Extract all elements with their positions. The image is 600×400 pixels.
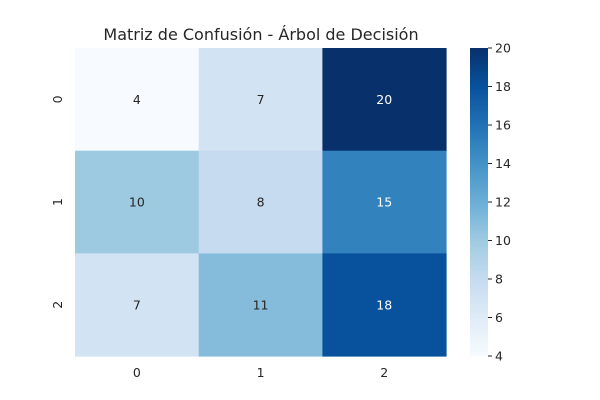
colorbar: 4 6 8 10 12 14 16 18 20 [470, 41, 511, 364]
cell-value-label-r1-c0: 10 [129, 195, 145, 210]
heatmap-cell-r0-c1 [198, 48, 323, 152]
x-tick-label-2: 2 [380, 365, 388, 380]
heatmap-cell-r2-c0 [75, 253, 200, 357]
colorbar-tick-label-0: 4 [495, 349, 503, 364]
y-tick-label-2: 2 [50, 301, 65, 309]
chart-title: Matriz de Confusión - Árbol de Decisión [103, 25, 418, 44]
cell-value-label-r0-c1: 7 [257, 92, 265, 107]
y-axis: 0 1 2 [50, 95, 65, 308]
y-tick-label-0: 0 [50, 95, 65, 103]
colorbar-gradient [470, 48, 488, 356]
cell-value-label-r0-c2: 20 [376, 92, 392, 107]
x-tick-label-1: 1 [257, 365, 265, 380]
colorbar-tick-label-8: 20 [495, 41, 511, 56]
heatmap-grid: 4 7 20 10 8 15 7 11 18 [75, 48, 447, 357]
cell-value-label-r2-c2: 18 [376, 297, 392, 312]
colorbar-tick-label-2: 8 [495, 272, 503, 287]
cell-value-label-r2-c1: 11 [253, 297, 269, 312]
colorbar-tick-label-7: 18 [495, 79, 511, 94]
cell-value-label-r1-c1: 8 [257, 195, 265, 210]
heatmap-cell-r2-c2 [322, 253, 447, 357]
colorbar-tick-label-5: 14 [495, 156, 511, 171]
heatmap-cell-r1-c2 [322, 150, 447, 254]
cell-value-label-r1-c2: 15 [376, 195, 392, 210]
heatmap-cell-r2-c1 [198, 253, 323, 357]
colorbar-tick-label-6: 16 [495, 118, 511, 133]
heatmap-cell-r1-c0 [75, 150, 200, 254]
x-tick-label-0: 0 [133, 365, 141, 380]
y-tick-label-1: 1 [50, 198, 65, 206]
x-axis: 0 1 2 [133, 365, 388, 380]
colorbar-tick-label-3: 10 [495, 233, 511, 248]
colorbar-tick-label-4: 12 [495, 195, 511, 210]
cell-value-label-r2-c0: 7 [133, 297, 141, 312]
heatmap-cell-r0-c2 [322, 48, 447, 152]
heatmap-cell-r1-c1 [198, 150, 323, 254]
colorbar-tick-label-1: 6 [495, 310, 503, 325]
cell-value-label-r0-c0: 4 [133, 92, 141, 107]
heatmap-cell-r0-c0 [75, 48, 200, 152]
